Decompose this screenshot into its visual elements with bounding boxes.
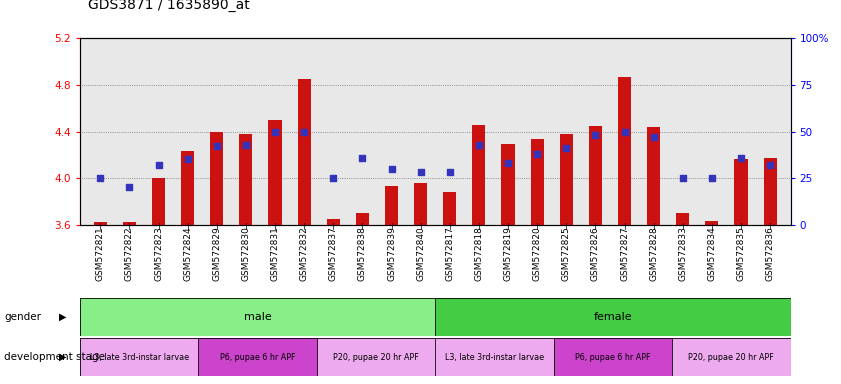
Text: GSM572826: GSM572826 <box>591 227 600 281</box>
Point <box>589 132 602 138</box>
Text: GSM572832: GSM572832 <box>299 227 309 281</box>
Bar <box>436 338 553 376</box>
Text: ▶: ▶ <box>59 312 66 322</box>
Text: GSM572825: GSM572825 <box>562 227 571 281</box>
Point <box>443 169 457 175</box>
Bar <box>676 213 690 225</box>
Text: GSM572831: GSM572831 <box>271 227 279 281</box>
Text: GSM572837: GSM572837 <box>329 227 338 281</box>
Text: GSM572830: GSM572830 <box>241 227 251 281</box>
Bar <box>531 139 544 225</box>
Text: GSM572829: GSM572829 <box>212 227 221 281</box>
Text: L3, late 3rd-instar larvae: L3, late 3rd-instar larvae <box>445 353 544 362</box>
Point <box>647 134 660 140</box>
Text: GSM572833: GSM572833 <box>679 227 687 281</box>
Text: GSM572818: GSM572818 <box>474 227 484 281</box>
Text: GSM572827: GSM572827 <box>620 227 629 281</box>
Bar <box>152 178 165 225</box>
Bar <box>734 159 748 225</box>
Bar <box>317 338 436 376</box>
Bar <box>198 338 317 376</box>
Text: GSM572839: GSM572839 <box>387 227 396 281</box>
Point <box>385 166 399 172</box>
Text: P6, pupae 6 hr APF: P6, pupae 6 hr APF <box>575 353 651 362</box>
Text: P20, pupae 20 hr APF: P20, pupae 20 hr APF <box>689 353 775 362</box>
Bar <box>672 338 791 376</box>
Bar <box>385 186 398 225</box>
Point <box>298 129 311 135</box>
Point <box>268 129 282 135</box>
Bar <box>473 124 485 225</box>
Point <box>181 156 194 162</box>
Bar <box>501 144 515 225</box>
Bar <box>647 127 660 225</box>
Bar <box>589 126 602 225</box>
Point <box>559 145 573 151</box>
Bar <box>298 79 310 225</box>
Bar <box>80 338 198 376</box>
Bar <box>80 298 436 336</box>
Text: GSM572822: GSM572822 <box>125 227 134 281</box>
Bar <box>764 158 777 225</box>
Text: GSM572819: GSM572819 <box>504 227 512 281</box>
Bar <box>706 221 718 225</box>
Point <box>501 160 515 166</box>
Text: GSM572838: GSM572838 <box>358 227 367 281</box>
Point <box>734 154 748 161</box>
Text: male: male <box>244 312 272 322</box>
Point <box>764 162 777 168</box>
Point <box>414 169 427 175</box>
Text: P20, pupae 20 hr APF: P20, pupae 20 hr APF <box>333 353 419 362</box>
Text: gender: gender <box>4 312 41 322</box>
Point <box>472 141 485 147</box>
Text: GSM572840: GSM572840 <box>416 227 426 281</box>
Text: GSM572821: GSM572821 <box>96 227 105 281</box>
Bar <box>210 131 224 225</box>
Point <box>356 154 369 161</box>
Point <box>705 175 718 181</box>
Bar <box>436 298 791 336</box>
Point <box>326 175 340 181</box>
Text: GSM572836: GSM572836 <box>765 227 775 281</box>
Bar <box>181 151 194 225</box>
Point <box>210 143 224 149</box>
Point <box>676 175 690 181</box>
Bar <box>618 77 631 225</box>
Text: GSM572817: GSM572817 <box>445 227 454 281</box>
Bar <box>560 134 573 225</box>
Text: GSM572834: GSM572834 <box>707 227 717 281</box>
Text: GSM572828: GSM572828 <box>649 227 659 281</box>
Bar <box>326 219 340 225</box>
Text: P6, pupae 6 hr APF: P6, pupae 6 hr APF <box>220 353 295 362</box>
Bar <box>93 222 107 225</box>
Point <box>93 175 107 181</box>
Bar <box>268 120 282 225</box>
Text: development stage: development stage <box>4 352 105 362</box>
Bar <box>443 192 457 225</box>
Bar <box>414 183 427 225</box>
Text: GSM572823: GSM572823 <box>154 227 163 281</box>
Text: L3, late 3rd-instar larvae: L3, late 3rd-instar larvae <box>89 353 188 362</box>
Text: female: female <box>594 312 632 322</box>
Bar <box>240 134 252 225</box>
Point <box>618 129 632 135</box>
Point <box>239 141 252 147</box>
Bar <box>553 338 672 376</box>
Bar <box>356 213 369 225</box>
Text: GSM572820: GSM572820 <box>532 227 542 281</box>
Text: GSM572835: GSM572835 <box>737 227 745 281</box>
Text: ▶: ▶ <box>59 352 66 362</box>
Point <box>531 151 544 157</box>
Text: GSM572824: GSM572824 <box>183 227 192 281</box>
Point <box>152 162 166 168</box>
Bar <box>123 222 136 225</box>
Text: GDS3871 / 1635890_at: GDS3871 / 1635890_at <box>88 0 250 12</box>
Point <box>123 184 136 190</box>
